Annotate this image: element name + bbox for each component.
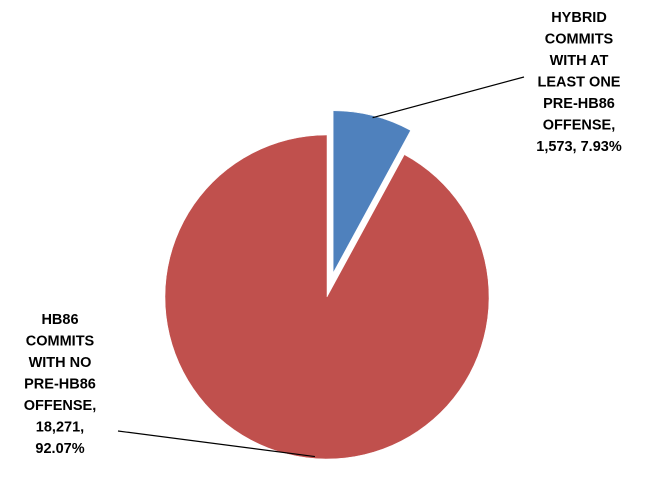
data-label-2-line-1: HB86 [41, 312, 78, 328]
data-label-1-line-7: 1,573, 7.93% [536, 139, 622, 155]
data-label-1-line-2: COMMITS [545, 32, 614, 48]
data-label-2-line-4: PRE-HB86 [24, 377, 96, 393]
pie-slice-1 [332, 110, 411, 273]
data-label-1: HYBRID COMMITS WITH AT LEAST ONE PRE-HB86 OFF… [536, 10, 622, 155]
data-labels: HYBRID COMMITS WITH AT LEAST ONE PRE-HB86 OFF… [24, 10, 622, 457]
data-label-2: HB86 COMMITS WITH NO PRE-HB86 OFFENSE, 18,271… [24, 312, 97, 457]
leader-lines [117, 76, 525, 458]
data-label-1-line-6: OFFENSE, [543, 118, 616, 134]
data-label-1-line-4: LEAST ONE [538, 75, 621, 91]
data-label-1-line-5: PRE-HB86 [543, 96, 615, 112]
data-label-2-line-2: COMMITS [26, 334, 95, 350]
pie-slices [164, 110, 490, 460]
pie-slice-2 [164, 134, 490, 460]
leader-line-1 [372, 76, 525, 119]
data-label-1-line-3: WITH AT [550, 53, 609, 69]
data-label-2-line-6: 18,271, [36, 420, 84, 436]
data-label-2-line-7: 92.07% [35, 441, 84, 457]
data-label-1-line-1: HYBRID [551, 10, 607, 26]
data-label-2-line-5: OFFENSE, [24, 398, 97, 414]
data-label-2-line-3: WITH NO [29, 355, 92, 371]
leader-line-2 [117, 430, 316, 458]
